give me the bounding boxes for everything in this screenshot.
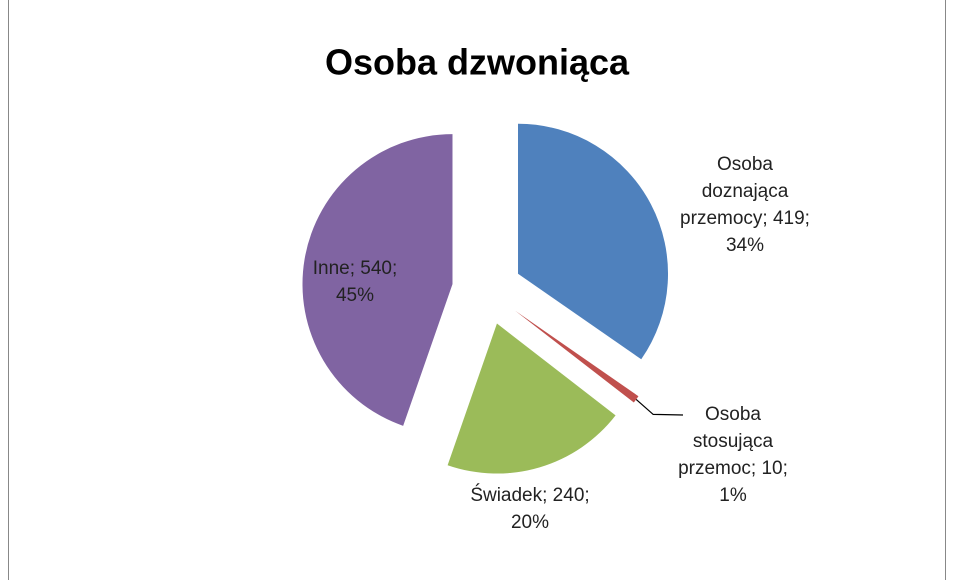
leader-line	[635, 398, 684, 416]
label-line: Inne; 540;	[313, 258, 398, 279]
label-line: Osoba	[705, 404, 761, 425]
label-line: 45%	[336, 285, 374, 306]
data-label: Osoba stosująca przemoc; 10; 1%	[678, 404, 788, 506]
data-label: Osoba doznająca przemocy; 419; 34%	[680, 154, 810, 256]
chart-frame	[8, 0, 946, 585]
pie-slice	[515, 310, 639, 403]
pie-slice	[447, 323, 616, 474]
label-line: doznająca	[702, 181, 789, 202]
pie-slice	[518, 123, 669, 360]
label-line: 34%	[726, 235, 764, 256]
label-line: Świadek; 240;	[470, 484, 589, 506]
label-line: 1%	[719, 485, 747, 506]
label-line: stosująca	[693, 431, 774, 452]
label-line: przemoc; 10;	[678, 458, 788, 479]
chart-title: Osoba dzwoniąca	[325, 42, 630, 83]
label-line: Osoba	[717, 154, 773, 175]
pie-slice	[302, 134, 453, 426]
label-line: przemocy; 419;	[680, 208, 810, 229]
data-label: Świadek; 240; 20%	[470, 484, 589, 533]
label-line: 20%	[511, 512, 549, 533]
data-label: Inne; 540; 45%	[313, 258, 398, 306]
